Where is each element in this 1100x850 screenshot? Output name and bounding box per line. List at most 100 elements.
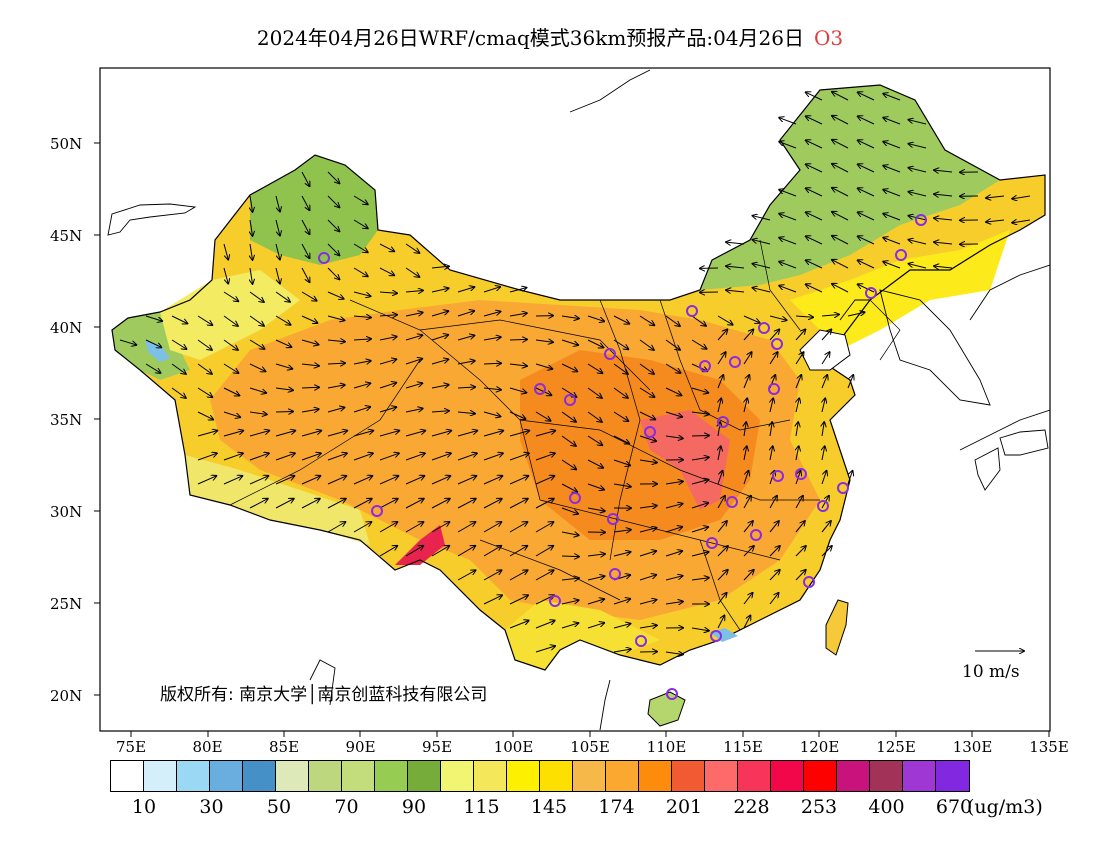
wind-arrow [301,453,321,461]
wind-arrow [821,521,831,533]
wind-arrow [613,599,630,605]
wind-arrow [858,92,875,101]
wind-arrow [379,383,396,389]
wind-arrow [509,364,527,366]
wind-arrow [858,260,875,269]
wind-arrow [379,499,398,509]
wind-arrow [223,339,238,350]
wind-arrow [587,623,604,629]
colorbar-swatch [606,761,639,791]
wind-arrow [379,522,397,533]
wind-arrow [587,508,605,511]
wind-arrow [832,212,849,221]
wind-arrow [353,243,368,252]
wind-arrow [379,315,397,316]
wind-arrow [847,375,853,389]
wind-arrow [691,412,709,414]
colorbar-swatch [276,761,309,791]
taiwan-island [825,599,849,656]
wind-arrow [483,453,503,461]
wind-arrow [535,453,555,461]
wind-arrow [639,435,656,441]
wind-arrow [327,340,345,342]
wind-arrow [119,339,136,345]
lon-label: 80E [192,738,223,756]
china-border [111,84,1046,671]
wind-arrow [587,435,602,445]
wind-arrow [779,190,797,197]
wind-arrow [535,431,555,437]
pale-yellow-southwest [185,455,370,545]
yellow-region-east [790,230,1010,350]
wind-arrow [639,460,657,463]
wind-arrow [223,291,238,301]
wind-arrow [509,387,526,393]
wind-arrow [431,453,451,461]
wind-arrow [301,476,320,485]
wind-arrow [301,364,319,366]
lat-label: 50N [50,135,83,153]
lon-label: 100E [493,738,534,756]
wind-arrow [249,453,269,461]
wind-arrow [753,216,771,221]
colorbar-swatch [375,761,408,791]
wind-arrow [327,453,347,461]
green-region-northeast [700,85,1000,290]
wind-arrow [587,576,605,581]
wind-arrow [509,453,529,461]
lon-label: 75E [115,738,147,756]
wind-arrow [353,383,370,389]
colorbar-swatch [507,761,540,791]
wind-arrow [665,576,683,581]
wind-arrow [665,363,681,373]
wind-arrow [561,411,576,422]
wind-arrow [171,315,187,324]
wind-arrow [718,446,721,461]
wind-arrow [806,260,823,269]
wind-arrow [405,243,419,253]
lat-label: 35N [50,411,83,429]
wind-arrow [743,315,760,323]
wind-arrow [743,570,754,581]
wind-arrow [743,352,752,365]
wind-arrow [483,411,500,417]
colorbar-label: 50 [266,796,292,818]
wind-arrow [301,267,310,282]
wind-arrow [197,315,212,325]
wind-arrow [535,522,553,533]
wind-arrow [806,116,823,125]
wind-arrow [327,385,345,388]
wind-arrow [717,330,727,341]
wind-arrow [353,453,373,461]
wind-arrow [483,431,503,437]
wind-arrow [665,551,682,557]
wind-arrow [665,411,682,417]
colorbar-swatch [342,761,375,791]
wind-arrow [483,522,501,533]
pale-yellow-west [160,270,300,360]
wind-arrow [795,330,805,341]
wind-arrow [301,171,310,186]
wind-arrow [561,316,579,319]
wind-arrow [779,286,797,293]
wind-arrow [327,431,347,437]
wind-arrow [327,407,344,413]
wind-arrow [613,484,631,487]
wind-arrow [832,284,849,293]
wind-arrow [301,339,318,345]
wind-arrow [587,363,602,373]
province-boundaries [229,239,901,631]
colorbar-label: 400 [868,796,905,818]
wind-arrow [223,267,228,284]
colorbar-swatch [705,761,738,791]
wind-arrow [223,315,238,326]
wind-arrow [613,315,629,324]
wind-arrow [301,243,310,258]
wind-arrow [483,570,502,581]
wind-arrow [249,363,265,371]
wind-arrow [405,409,423,413]
wind-arrow [779,262,797,269]
wind-arrow [909,192,927,197]
wind-arrow [665,504,683,509]
wind-arrow [769,521,779,533]
